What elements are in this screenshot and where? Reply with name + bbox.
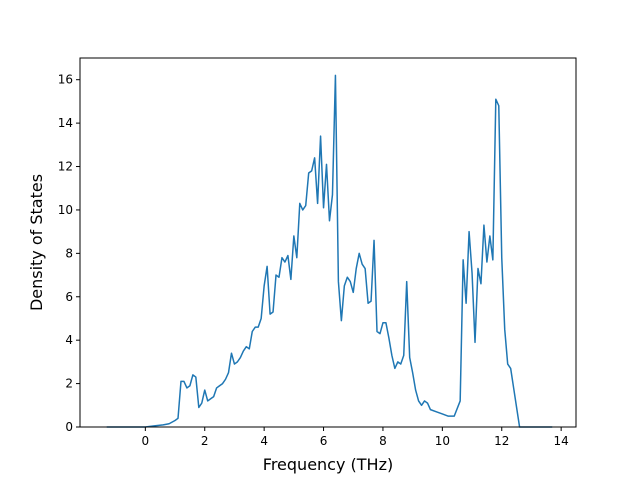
x-axis-ticks: 0 2 4 6 8 10 12 14 [142,427,569,448]
x-tick-label: 12 [494,434,509,448]
y-tick-label: 0 [65,420,73,434]
x-tick-label: 6 [320,434,328,448]
y-tick-label: 8 [65,246,73,260]
x-tick-label: 0 [142,434,150,448]
series-line-0 [106,74,553,428]
y-tick-label: 14 [58,116,73,130]
y-tick-label: 12 [58,160,73,174]
plot-layer [106,74,553,428]
y-axis-label: Density of States [27,174,46,311]
y-tick-label: 4 [65,333,73,347]
x-axis-label: Frequency (THz) [263,455,393,474]
y-tick-label: 10 [58,203,73,217]
x-tick-label: 14 [554,434,569,448]
x-tick-label: 4 [260,434,268,448]
axes-frame [79,57,577,428]
x-tick-label: 8 [379,434,387,448]
y-tick-label: 6 [65,290,73,304]
x-tick-label: 10 [435,434,450,448]
y-tick-label: 2 [65,377,73,391]
y-axis-ticks: 0 2 4 6 8 10 12 14 16 [58,73,80,434]
y-tick-label: 16 [58,73,73,87]
x-tick-label: 2 [201,434,209,448]
